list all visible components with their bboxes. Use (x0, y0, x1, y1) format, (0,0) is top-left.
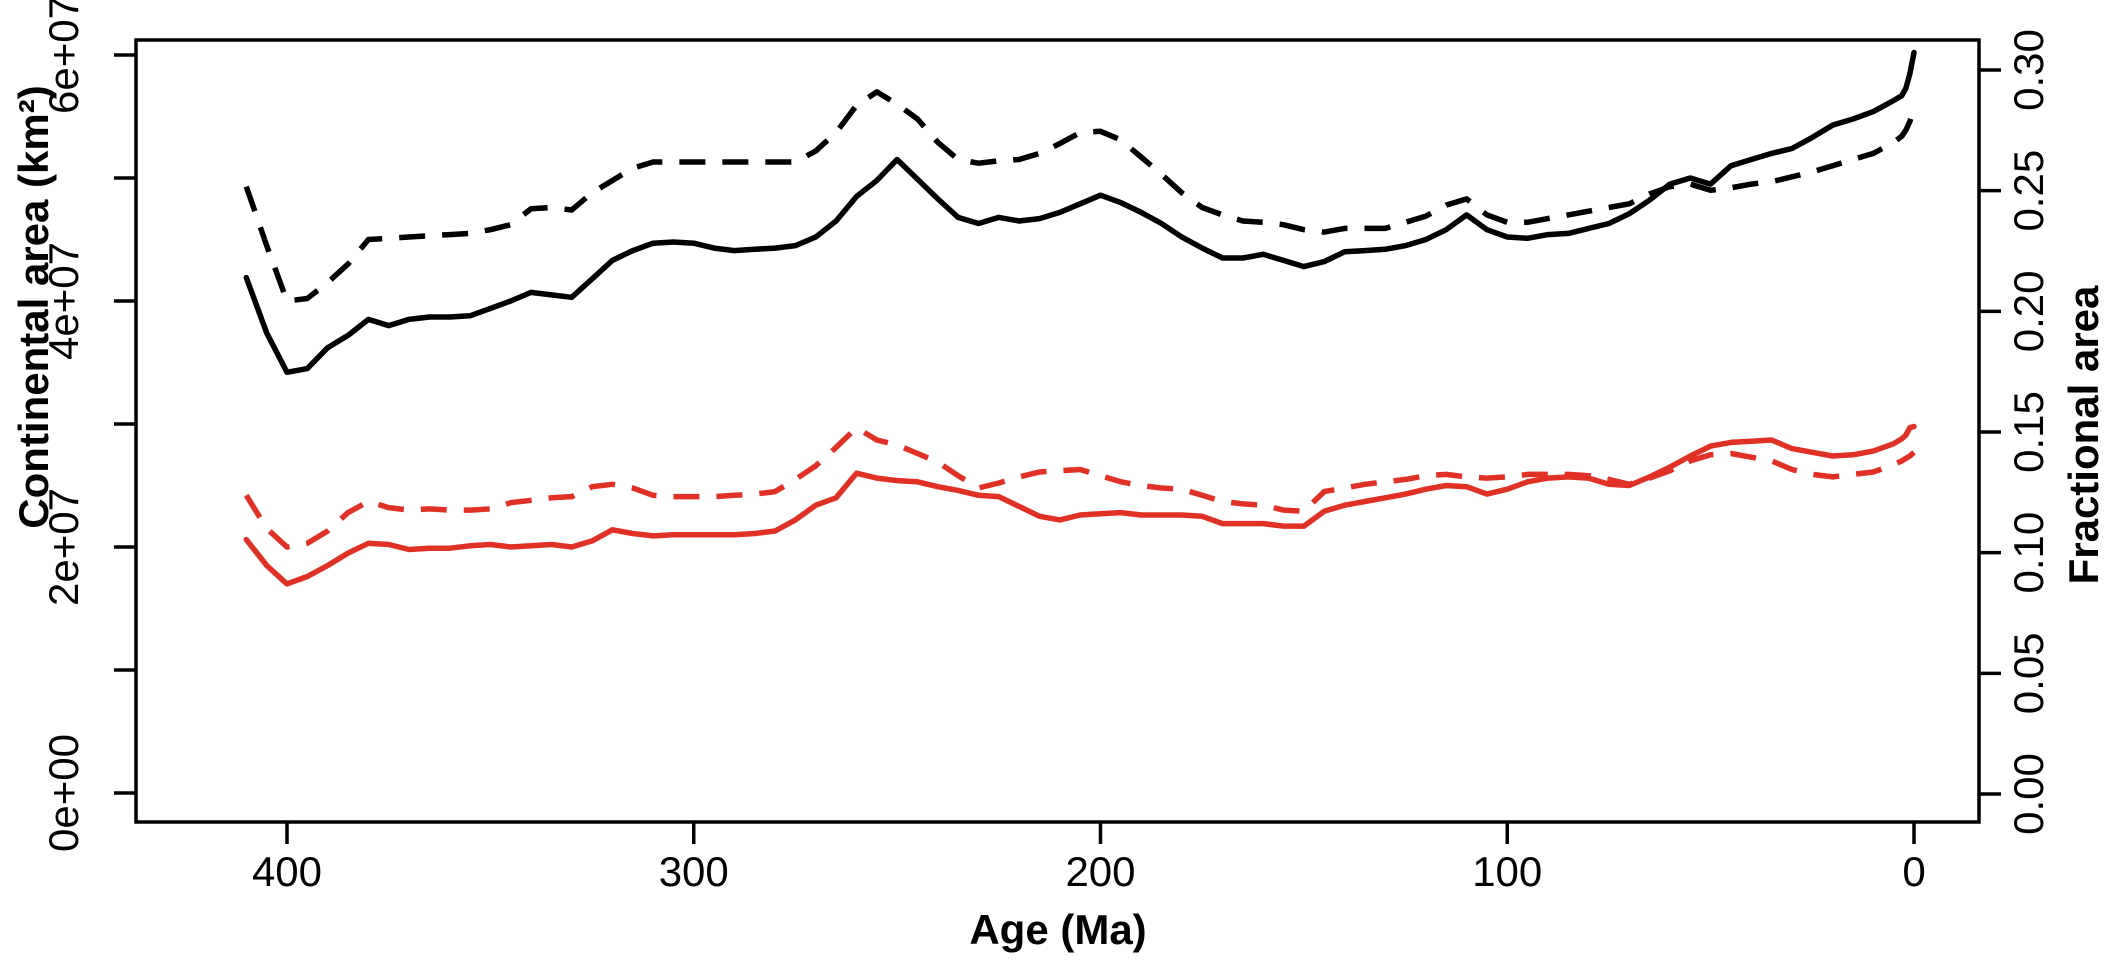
y-right-tick-label: 0.30 (2005, 29, 2052, 111)
y-left-tick-label: 2e+07 (40, 488, 87, 606)
y-right-tick-label: 0.25 (2005, 150, 2052, 232)
flooded-area-solid-red-line (243, 423, 1917, 587)
y-axis-left-title: Continental area (km²) (10, 85, 57, 529)
y-right-tick-label: 0.10 (2005, 512, 2052, 594)
flooded-area-dashed-red-line (243, 424, 1916, 550)
y-left-tick-label: 4e+07 (40, 242, 87, 360)
continental-area-dashed-black-line (243, 89, 1917, 304)
x-tick-label: 300 (659, 848, 729, 895)
x-tick-label: 200 (1065, 848, 1135, 895)
y-left-tick-label: 6e+07 (40, 0, 87, 114)
y-right-tick-label: 0.20 (2005, 270, 2052, 352)
x-axis-title: Age (Ma) (969, 906, 1147, 953)
x-tick-label: 0 (1902, 848, 1925, 895)
plot-box (134, 38, 1981, 824)
y-right-tick-label: 0.05 (2005, 632, 2052, 714)
x-tick-label: 100 (1472, 848, 1542, 895)
y-right-tick-label: 0.00 (2005, 753, 2052, 835)
continental-area-solid-black-line (243, 49, 1917, 376)
x-tick-label: 400 (252, 848, 322, 895)
y-right-tick-label: 0.15 (2005, 391, 2052, 473)
y-left-tick-label: 0e+00 (40, 734, 87, 852)
y-axis-right-title: Fractional area (2060, 285, 2107, 585)
